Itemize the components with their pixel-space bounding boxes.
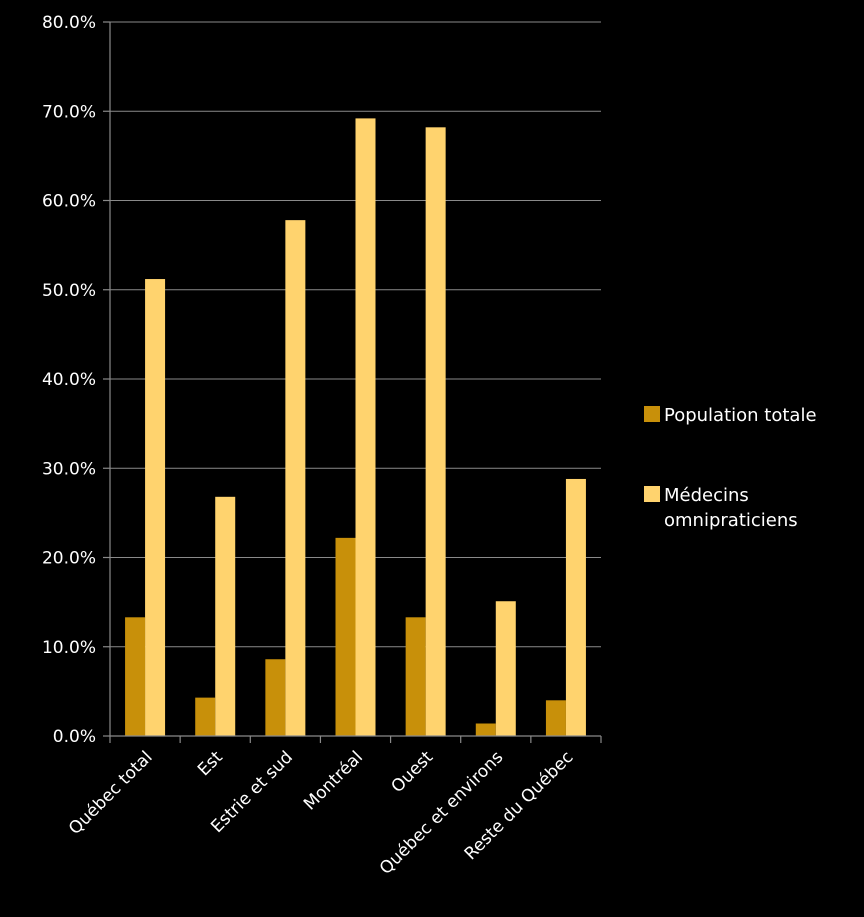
bar-population-totale [125,617,146,736]
bar-population-totale [335,537,356,736]
bar-medecins-omnipraticiens [425,127,446,736]
bar-population-totale [195,697,216,736]
legend-swatch-medecins-omnipraticiens [644,486,660,502]
y-tick-label: 50.0% [42,281,96,301]
y-tick-label: 10.0% [42,638,96,658]
y-tick-label: 30.0% [42,459,96,479]
y-tick-label: 80.0% [42,13,96,33]
bar-medecins-omnipraticiens [495,601,516,736]
y-tick-label: 0.0% [53,727,96,747]
bars [125,118,586,736]
legend-label: Médecins [664,485,749,506]
bar-medecins-omnipraticiens [145,279,166,736]
bar-medecins-omnipraticiens [215,496,236,736]
bar-medecins-omnipraticiens [355,118,376,736]
y-tick-label: 40.0% [42,370,96,390]
legend: Population totale Médecins omnipraticiens [644,405,817,531]
bar-population-totale [475,723,496,736]
axes [103,21,602,743]
y-tick-label: 60.0% [42,192,96,212]
y-tick-label: 20.0% [42,549,96,569]
bar-population-totale [265,659,286,736]
bar-medecins-omnipraticiens [565,478,586,736]
legend-swatch-population-totale [644,406,660,422]
bar-population-totale [545,700,566,736]
legend-label: Population totale [664,405,817,426]
bar-population-totale [405,617,426,736]
bar-medecins-omnipraticiens [285,220,306,736]
y-tick-label: 70.0% [42,102,96,122]
y-tick-labels: 0.0% 10.0% 20.0% 30.0% 40.0% 50.0% 60.0% 70.0% 8… [42,13,96,747]
legend-label: omnipraticiens [664,510,798,531]
